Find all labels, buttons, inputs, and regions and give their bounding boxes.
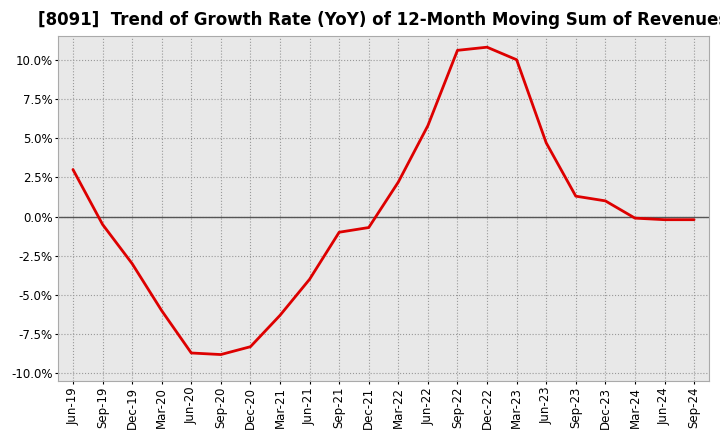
Title: [8091]  Trend of Growth Rate (YoY) of 12-Month Moving Sum of Revenues: [8091] Trend of Growth Rate (YoY) of 12-… [38,11,720,29]
